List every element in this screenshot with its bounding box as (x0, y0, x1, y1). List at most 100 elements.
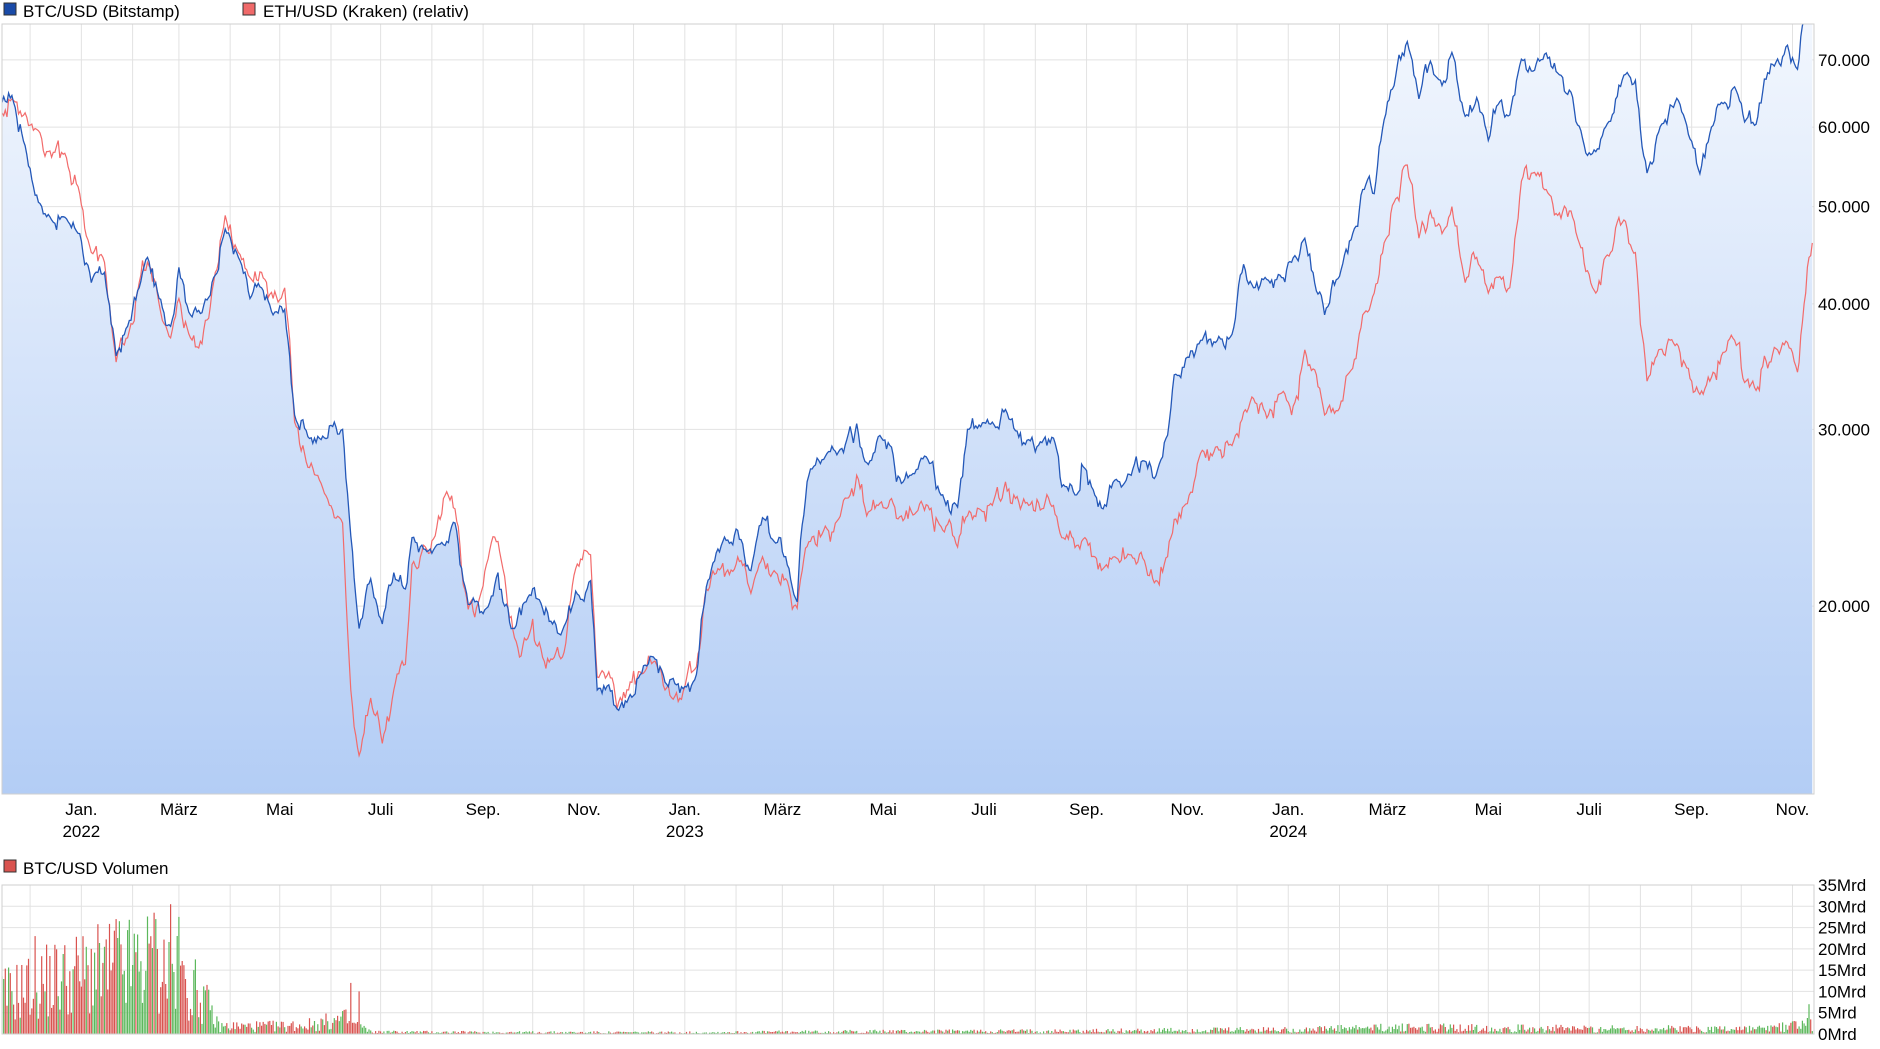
volume-bar (332, 1022, 334, 1034)
volume-bar (135, 952, 137, 1034)
main-plot-border (1, 23, 1815, 795)
volume-bar (925, 1030, 927, 1034)
volume-bar (170, 904, 172, 1034)
volume-bar (289, 1025, 291, 1034)
volume-bar (267, 1021, 269, 1034)
volume-bar (1198, 1031, 1200, 1034)
volume-bar (1580, 1029, 1582, 1034)
volume-bar (1453, 1024, 1455, 1034)
volume-bar (1170, 1027, 1172, 1034)
volume-bar (1482, 1028, 1484, 1034)
volume-bar (1284, 1027, 1286, 1034)
volume-bar (1562, 1027, 1564, 1034)
volume-bar (593, 1031, 595, 1034)
volume-bar (317, 1024, 319, 1034)
volume-bar (1252, 1029, 1255, 1034)
volume-bar (1456, 1029, 1458, 1034)
x-tick-label: Mai (869, 800, 896, 819)
series-line-eth (2, 98, 1813, 758)
volume-bar (1168, 1031, 1170, 1034)
volume-bar (431, 1031, 433, 1034)
volume-bar (723, 1032, 726, 1034)
volume-bar (406, 1031, 408, 1034)
volume-bar (1272, 1027, 1274, 1034)
volume-bar (714, 1032, 716, 1034)
volume-bar (1510, 1032, 1512, 1034)
volume-bar (1595, 1032, 1597, 1034)
volume-bar (1568, 1028, 1570, 1034)
volume-bar (27, 958, 30, 1034)
volume-bar (477, 1032, 479, 1034)
volume-bar (1520, 1024, 1522, 1034)
volume-bar (861, 1032, 863, 1034)
volume-bar (1429, 1027, 1431, 1034)
volume-bar (995, 1032, 997, 1034)
volume-bar (279, 1027, 281, 1034)
volume-bar (444, 1031, 446, 1034)
volume-bar (1082, 1030, 1084, 1034)
volume-bar (838, 1031, 840, 1034)
volume-bar (649, 1032, 651, 1034)
volume-bar (712, 1032, 714, 1034)
volume-bar (942, 1031, 944, 1034)
volume-bar (642, 1032, 645, 1034)
volume-bar (740, 1032, 742, 1034)
volume-bar (363, 1025, 365, 1034)
volume-bar (1282, 1028, 1284, 1034)
volume-bar (14, 1019, 16, 1034)
volume-bar (244, 1024, 246, 1034)
volume-bar (1707, 1026, 1709, 1034)
volume-bar (346, 1023, 349, 1034)
volume-bar (411, 1031, 413, 1034)
volume-bar (189, 1008, 192, 1034)
volume-bar (980, 1029, 982, 1034)
volume-bar (1099, 1032, 1101, 1034)
volume-bar (42, 983, 44, 1034)
volume-bar (1201, 1031, 1203, 1034)
volume-bar (1219, 1028, 1222, 1034)
volume-bar (1750, 1030, 1752, 1034)
volume-bar (796, 1032, 798, 1034)
volume-bar (1634, 1029, 1636, 1034)
volume-bar (1719, 1026, 1721, 1034)
volume-bar (218, 1021, 220, 1034)
volume-bar (1448, 1029, 1450, 1034)
volume-bar (424, 1031, 426, 1034)
volume-bar (87, 965, 89, 1034)
volume-bar (545, 1032, 547, 1034)
volume-bar (1271, 1030, 1273, 1034)
volume-bar (1492, 1031, 1494, 1034)
volume-bar (304, 1026, 306, 1034)
volume-bar (1737, 1030, 1739, 1034)
volume-bar (1372, 1030, 1374, 1034)
volume-bar (1223, 1030, 1225, 1034)
volume-bar (1362, 1028, 1364, 1034)
volume-bar (366, 1031, 368, 1034)
volume-bar (1072, 1029, 1074, 1034)
volume-bar (360, 1024, 362, 1034)
volume-bar (505, 1032, 507, 1034)
volume-bar (1499, 1028, 1501, 1034)
volume-bar (133, 933, 135, 1034)
volume-bar (224, 1025, 226, 1034)
volume-bar (280, 1021, 282, 1034)
volume-bar (1305, 1027, 1307, 1034)
volume-bar (325, 1013, 327, 1034)
volume-bar (652, 1032, 654, 1034)
volume-bar (1029, 1029, 1031, 1034)
volume-bar (876, 1031, 878, 1034)
volume-bar (1173, 1030, 1175, 1034)
volume-bar (394, 1031, 397, 1034)
volume-bar (1515, 1032, 1517, 1034)
volume-bar (1810, 1019, 1812, 1034)
volume-bar (1014, 1032, 1017, 1034)
volume-bar (636, 1031, 638, 1034)
volume-bar (472, 1032, 474, 1034)
volume-bar (355, 1023, 357, 1034)
volume-bar (1732, 1029, 1734, 1034)
volume-bar (52, 1005, 54, 1034)
volume-bar (1135, 1030, 1137, 1034)
volume-bar (667, 1031, 669, 1034)
volume-bar (173, 972, 175, 1034)
volume-bar (1186, 1032, 1188, 1034)
